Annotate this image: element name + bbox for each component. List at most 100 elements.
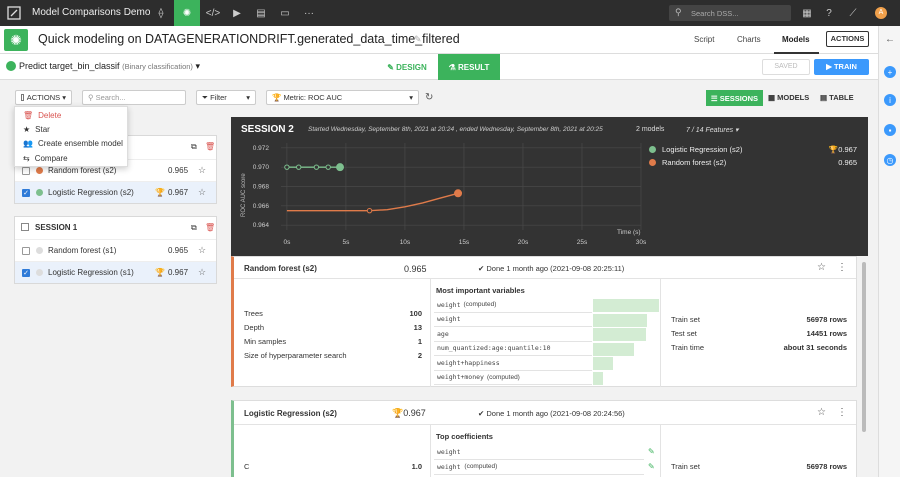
model-name[interactable]: Logistic Regression (s1) <box>48 268 134 277</box>
divider <box>430 425 431 477</box>
card-title[interactable]: Random forest (s2) <box>244 264 317 273</box>
data-point[interactable] <box>454 189 463 198</box>
tab-script[interactable]: Script <box>694 35 715 44</box>
session-checkbox[interactable] <box>21 223 29 231</box>
activity-icon[interactable]: ⟋ <box>849 7 857 19</box>
flow-icon[interactable]: ⟠ <box>158 7 164 19</box>
more-icon[interactable]: ··· <box>304 7 314 19</box>
data-point[interactable] <box>366 207 373 214</box>
scrollbar[interactable] <box>862 262 866 432</box>
code-icon[interactable]: </> <box>205 7 221 19</box>
series-group <box>284 163 463 214</box>
star-icon[interactable]: ☆ <box>198 245 207 255</box>
avatar[interactable]: A <box>875 7 887 19</box>
tab-models[interactable]: Models <box>782 35 810 44</box>
row-checkbox[interactable] <box>22 166 30 175</box>
importance-bar <box>593 342 634 356</box>
model-search-input[interactable]: ⚲ Search... <box>82 90 186 105</box>
session-trash-icon[interactable]: 🗑 <box>205 142 216 151</box>
view-sessions-button[interactable]: ☰ SESSIONS <box>706 90 763 106</box>
variable-row: weight+money (computed) <box>434 371 592 385</box>
data-point[interactable] <box>336 163 345 172</box>
star-icon[interactable]: ☆ <box>198 165 207 175</box>
refresh-icon[interactable]: ↻ <box>425 92 434 103</box>
table-row[interactable]: ✓ Logistic Regression (s2) 🏆 0.967 ☆ <box>15 181 216 203</box>
view-sessions-label: SESSIONS <box>719 93 759 103</box>
legend-score-value: 0.967 <box>838 145 857 154</box>
history-icon[interactable]: ◷ <box>884 154 896 166</box>
metric-dropdown[interactable]: 🏆 Metric: ROC AUC ▾ <box>266 90 419 105</box>
card-title[interactable]: Logistic Regression (s2) <box>244 409 337 418</box>
row-checkbox[interactable]: ✓ <box>22 268 30 277</box>
wiki-icon[interactable]: ▭ <box>280 7 290 19</box>
filter-dropdown[interactable]: ⏷ Filter ▾ <box>196 90 256 105</box>
actions-dropdown[interactable]: ACTIONS ▾ <box>15 90 72 105</box>
more-vertical-icon[interactable]: ⋮ <box>837 262 847 273</box>
legend-item-random-forest[interactable]: Random forest (s2) 0.965 <box>649 158 857 171</box>
actions-dropdown-label: ACTIONS <box>26 93 61 102</box>
dashboard-icon[interactable]: ▤ <box>256 7 266 19</box>
row-checkbox[interactable] <box>22 246 30 255</box>
data-point[interactable] <box>313 164 320 170</box>
predict-title[interactable]: Predict target_bin_classif (Binary class… <box>19 61 200 72</box>
tab-charts[interactable]: Charts <box>737 35 761 44</box>
menu-item-ensemble[interactable]: 👥 Create ensemble model <box>23 139 123 148</box>
run-icon[interactable]: ▶ <box>233 7 241 19</box>
view-table-button[interactable]: ▤ TABLE <box>820 93 854 102</box>
data-point[interactable] <box>325 164 331 170</box>
add-icon[interactable]: + <box>884 66 896 78</box>
info-icon[interactable]: i <box>884 94 896 106</box>
x-ticks: 0s 5s 10s 15s 20s 25s 30s <box>283 239 647 246</box>
saved-button[interactable]: SAVED <box>762 59 810 75</box>
legend-item-logistic[interactable]: Logistic Regression (s2) 🏆0.967 <box>649 145 857 158</box>
star-icon[interactable]: ☆ <box>198 267 207 277</box>
menu-item-star[interactable]: ★ Star <box>23 125 50 134</box>
view-models-button[interactable]: ▦ MODELS <box>768 93 809 102</box>
session-copy-icon[interactable]: ⧉ <box>191 142 197 151</box>
actions-button[interactable]: ACTIONS <box>826 31 869 47</box>
menu-item-compare[interactable]: ⇆ Compare <box>23 154 68 163</box>
right-rail: ← + i ▪ ◷ <box>878 26 900 477</box>
row-checkbox[interactable]: ✓ <box>22 188 30 197</box>
legend-color-dot <box>649 146 656 153</box>
star-icon: ★ <box>23 125 31 134</box>
dataiku-logo-icon[interactable] <box>6 0 22 26</box>
model-name[interactable]: Random forest (s1) <box>48 246 117 255</box>
model-name[interactable]: Logistic Regression (s2) <box>48 188 134 197</box>
result-tab[interactable]: ⚗ RESULT <box>438 54 500 80</box>
session-times: Started Wednesday, September 8th, 2021 a… <box>308 126 603 133</box>
param-row: Depth 13 <box>244 323 422 335</box>
chat-icon[interactable]: ▪ <box>884 124 896 136</box>
star-icon[interactable]: ☆ <box>817 407 826 418</box>
train-key: Train set <box>671 462 700 471</box>
model-name[interactable]: Random forest (s2) <box>48 166 117 175</box>
back-arrow-icon[interactable]: ← <box>885 34 895 45</box>
table-row[interactable]: Random forest (s1) 0.965 ☆ <box>15 239 216 261</box>
global-search[interactable]: ⚲ Search DSS... <box>669 5 791 21</box>
help-icon[interactable]: ? <box>826 7 832 19</box>
ml-lab-icon[interactable]: ✺ <box>174 0 200 26</box>
check-icon: ✔ <box>478 264 487 273</box>
menu-item-delete-label: Delete <box>38 111 62 120</box>
menu-item-delete[interactable]: 🗑 Delete <box>23 111 61 120</box>
apps-grid-icon[interactable]: ▦ <box>802 7 812 19</box>
edit-icon[interactable]: ✎ <box>414 34 422 44</box>
project-name[interactable]: Model Comparisons Demo <box>32 7 151 18</box>
select-all-checkbox[interactable] <box>21 94 24 101</box>
session-copy-icon[interactable]: ⧉ <box>191 223 197 232</box>
menu-item-compare-label: Compare <box>34 154 68 163</box>
result-label: RESULT <box>458 62 490 72</box>
star-icon[interactable]: ☆ <box>817 262 826 273</box>
data-point[interactable] <box>284 164 290 170</box>
data-point[interactable] <box>296 164 302 170</box>
session-trash-icon[interactable]: 🗑 <box>205 223 216 232</box>
train-button[interactable]: ▶ TRAIN <box>814 59 869 75</box>
design-tab[interactable]: ✎ DESIGN <box>378 54 436 80</box>
more-vertical-icon[interactable]: ⋮ <box>837 407 847 418</box>
param-row: Min samples 1 <box>244 337 422 349</box>
session-features[interactable]: 7 / 14 Features ▾ <box>686 127 739 134</box>
trophy-icon: 🏆 <box>155 268 165 277</box>
coef-name: weight <box>437 462 461 471</box>
star-icon[interactable]: ☆ <box>198 187 207 197</box>
table-row[interactable]: ✓ Logistic Regression (s1) 🏆 0.967 ☆ <box>15 261 216 283</box>
